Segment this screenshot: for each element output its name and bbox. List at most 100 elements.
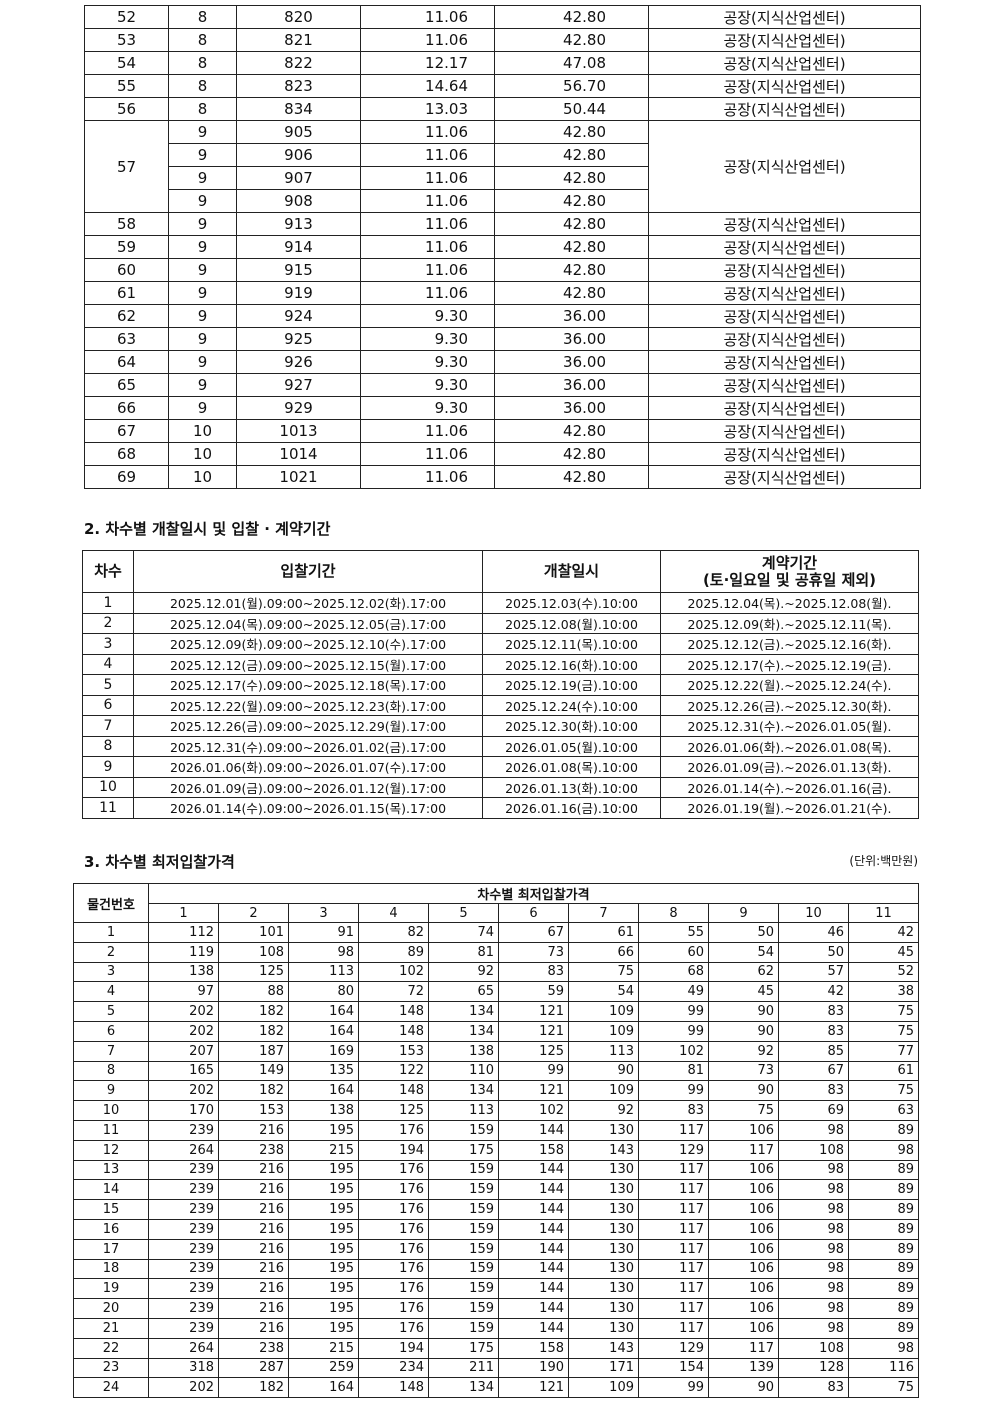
table-row: 64 9 926 9.30 36.00 공장(지식산업센터) — [84, 350, 921, 374]
min-price: 92 — [568, 1100, 639, 1121]
min-price: 89 — [848, 1159, 919, 1181]
min-price: 106 — [708, 1218, 779, 1240]
table-row: 8 165 149 135 122 110 99 90 81 73 67 61 — [73, 1060, 919, 1082]
floor: 10 — [168, 419, 237, 443]
min-price: 187 — [218, 1040, 289, 1062]
min-price: 216 — [218, 1238, 289, 1260]
table-row: 9 908 11.06 42.80 — [85, 189, 921, 213]
min-price: 57 — [778, 961, 849, 983]
min-price: 54 — [708, 941, 779, 963]
min-price: 119 — [148, 941, 219, 963]
room: 929 — [236, 396, 361, 420]
min-price: 159 — [428, 1278, 499, 1300]
min-price: 73 — [498, 941, 569, 963]
bid-period: 2025.12.12(금).09:00~2025.12.15(월).17:00 — [133, 653, 483, 675]
min-price: 69 — [778, 1100, 849, 1121]
item-no: 68 — [84, 442, 169, 466]
min-price: 175 — [428, 1337, 499, 1359]
usage: 공장(지식산업센터) — [648, 28, 921, 52]
min-price: 159 — [428, 1258, 499, 1280]
min-price: 144 — [498, 1258, 569, 1280]
min-price: 73 — [708, 1060, 779, 1082]
min-price: 121 — [498, 1020, 569, 1042]
round: 4 — [82, 653, 134, 675]
floor: 9 — [168, 396, 237, 420]
usage: 공장(지식산업센터) — [648, 74, 921, 98]
min-price: 239 — [148, 1317, 219, 1339]
min-price: 102 — [358, 961, 429, 983]
min-price: 83 — [778, 1080, 849, 1102]
floor: 8 — [168, 97, 237, 121]
min-price: 176 — [358, 1298, 429, 1319]
item-no: 9 — [73, 1080, 149, 1102]
item-no: 20 — [73, 1298, 149, 1319]
min-price: 121 — [498, 1377, 569, 1399]
round: 2 — [82, 612, 134, 634]
min-price: 106 — [708, 1258, 779, 1280]
opening-datetime: 2025.12.24(수).10:00 — [482, 694, 661, 716]
min-price: 75 — [848, 1020, 919, 1042]
area-pyeong: 11.06 — [360, 465, 495, 489]
min-price: 75 — [848, 1080, 919, 1102]
min-price: 164 — [288, 1080, 359, 1102]
min-price: 83 — [778, 1377, 849, 1399]
opening-datetime: 2026.01.05(월).10:00 — [482, 735, 661, 757]
min-price: 90 — [708, 1020, 779, 1042]
min-price: 134 — [428, 1080, 499, 1102]
min-price: 182 — [218, 1080, 289, 1102]
table-row: 56 8 834 13.03 50.44 공장(지식산업센터) — [84, 97, 921, 121]
min-price: 182 — [218, 1020, 289, 1042]
min-price: 130 — [568, 1199, 639, 1220]
room: 907 — [236, 166, 361, 190]
min-price: 52 — [848, 961, 919, 983]
usage: 공장(지식산업센터) — [648, 327, 921, 351]
min-price: 195 — [288, 1199, 359, 1220]
opening-datetime: 2025.12.08(월).10:00 — [482, 612, 661, 634]
table-row: 9 907 11.06 42.80 — [85, 166, 921, 190]
usage: 공장(지식산업센터) — [648, 465, 921, 489]
min-price: 194 — [358, 1139, 429, 1161]
min-price: 99 — [638, 1001, 709, 1022]
min-price: 148 — [358, 1377, 429, 1399]
usage: 공장(지식산업센터) — [648, 281, 921, 305]
table-row: 9 202 182 164 148 134 121 109 99 90 83 75 — [73, 1080, 919, 1102]
min-price: 143 — [568, 1337, 639, 1359]
header-round: 3 — [288, 903, 359, 923]
item-no: 69 — [84, 465, 169, 489]
section3-title: 3. 차수별 최저입찰가격 — [84, 853, 235, 871]
table-row: 6 202 182 164 148 134 121 109 99 90 83 75 — [73, 1020, 919, 1042]
item-no: 53 — [84, 28, 169, 52]
min-price: 158 — [498, 1139, 569, 1161]
min-price: 60 — [638, 941, 709, 963]
area-m2: 42.80 — [494, 143, 649, 167]
min-price: 106 — [708, 1317, 779, 1339]
min-price: 164 — [288, 1020, 359, 1042]
min-price: 130 — [568, 1119, 639, 1141]
min-price: 216 — [218, 1199, 289, 1220]
item-no: 62 — [84, 304, 169, 328]
min-price: 129 — [638, 1139, 709, 1161]
area-m2: 36.00 — [494, 304, 649, 328]
item-no: 66 — [84, 396, 169, 420]
min-price: 144 — [498, 1278, 569, 1300]
min-price: 216 — [218, 1179, 289, 1201]
min-price: 176 — [358, 1179, 429, 1201]
floor: 8 — [168, 5, 237, 29]
table-row: 10 170 153 138 125 113 102 92 83 75 69 63 — [73, 1100, 919, 1121]
min-price: 106 — [708, 1119, 779, 1141]
min-price: 202 — [148, 1080, 219, 1102]
area-pyeong: 11.06 — [360, 166, 495, 190]
contract-period: 2026.01.09(금).~2026.01.13(화). — [660, 756, 919, 778]
table-row: 58 9 913 11.06 42.80 공장(지식산업센터) — [84, 212, 921, 236]
min-price: 75 — [568, 961, 639, 983]
table-row: 9 2026.01.06(화).09:00~2026.01.07(수).17:00… — [82, 756, 919, 778]
min-price: 92 — [428, 961, 499, 983]
round: 10 — [82, 776, 134, 798]
min-price: 144 — [498, 1159, 569, 1181]
min-price: 98 — [778, 1159, 849, 1181]
min-price: 112 — [148, 922, 219, 943]
table-row: 6 2025.12.22(월).09:00~2025.12.23(화).17:00… — [82, 694, 919, 716]
room: 823 — [236, 74, 361, 98]
min-price: 45 — [708, 981, 779, 1003]
contract-period: 2025.12.09(화).~2025.12.11(목). — [660, 612, 919, 634]
